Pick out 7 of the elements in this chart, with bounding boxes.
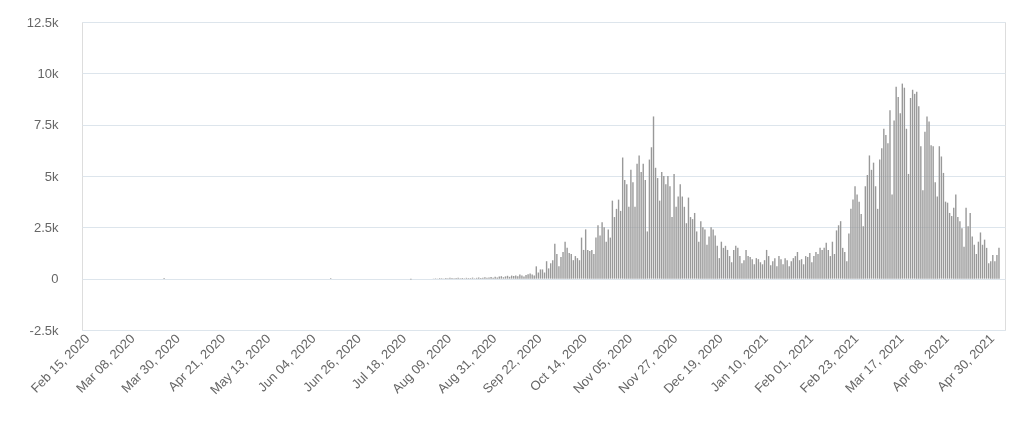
y-tick-label: -2.5k xyxy=(29,322,59,338)
y-tick-label: 5k xyxy=(44,168,59,184)
y-tick-label: 12.5k xyxy=(26,14,59,30)
y-tick-label: 7.5k xyxy=(33,117,59,133)
y-tick-label: 0 xyxy=(51,271,59,287)
y-tick-label: 2.5k xyxy=(33,219,59,235)
y-tick-label: 10k xyxy=(37,65,59,81)
